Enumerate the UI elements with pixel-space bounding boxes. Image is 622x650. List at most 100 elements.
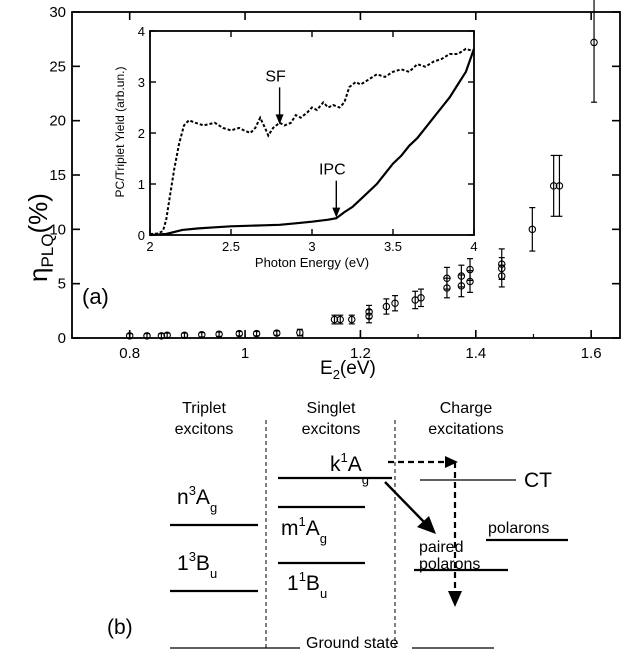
point-marker	[296, 328, 304, 337]
inset-y-tick-label: 2	[138, 126, 145, 141]
data-point	[348, 314, 356, 325]
inset-y-tick-label: 4	[138, 24, 145, 39]
data-point	[382, 298, 391, 315]
point-marker	[528, 225, 537, 234]
column-header-triplet-2: excitons	[175, 421, 234, 438]
data-point	[163, 331, 171, 340]
data-point	[497, 248, 506, 280]
inset-y-tick-label: 3	[138, 75, 145, 90]
point-marker	[590, 38, 598, 47]
panel-label-b: (b)	[107, 616, 133, 639]
main-y-tick-label: 30	[49, 4, 66, 21]
column-header-singlet-2: excitons	[302, 421, 361, 438]
data-point	[466, 258, 474, 282]
point-marker	[215, 330, 223, 338]
data-point	[157, 332, 166, 340]
data-point	[252, 329, 261, 338]
data-point	[391, 295, 399, 312]
main-y-axis-label: ηPLQ(%)	[23, 193, 57, 282]
inset-y-axis-label: PC/Triplet Yield (arb.un.)	[113, 67, 127, 198]
point-marker	[143, 332, 151, 340]
point-marker	[157, 332, 166, 340]
inset-y-tick-label: 1	[138, 177, 145, 192]
main-x-tick-label: 1.6	[581, 345, 602, 362]
inset-y-tick-label: 0	[138, 228, 145, 243]
energy-diagram: Triplet excitons Singlet excitons Charge…	[107, 400, 568, 650]
main-x-tick-label: 1.2	[350, 345, 371, 362]
main-x-axis-label: E2(eV)	[320, 358, 376, 382]
main-data-points	[125, 0, 598, 340]
data-point	[180, 331, 189, 340]
data-point	[365, 304, 373, 320]
inset-x-tick-label: 3	[308, 239, 315, 254]
data-point	[198, 330, 206, 339]
arrow-k1Ag-to-paired	[384, 481, 425, 523]
panel-label-a: (a)	[82, 284, 109, 309]
point-marker	[273, 329, 281, 337]
data-point	[590, 0, 598, 103]
point-marker	[365, 308, 373, 316]
label-paired: paired	[419, 539, 463, 556]
column-header-charge: Charge	[440, 400, 493, 417]
main-y-tick-label: 0	[58, 330, 66, 347]
point-marker	[457, 272, 466, 280]
inset-x-ticks: 2 2.5 3 3.5 4	[146, 31, 478, 254]
data-point	[528, 207, 537, 252]
point-marker	[125, 332, 134, 340]
label-ct: CT	[524, 469, 552, 492]
inset-x-axis-label: Photon Energy (eV)	[255, 255, 369, 270]
inset-x-tick-label: 2	[146, 239, 153, 254]
data-point	[330, 314, 339, 325]
point-marker	[555, 182, 564, 190]
label-m1Ag: m1Ag	[281, 514, 327, 546]
annotation-arrow-head	[275, 114, 284, 125]
data-point	[336, 314, 344, 325]
data-point	[296, 328, 304, 337]
data-point	[417, 288, 425, 308]
label-paired-polarons: polarons	[419, 556, 480, 573]
point-marker	[443, 274, 451, 282]
inset-y-ticks: 0 1 2 3 4	[138, 24, 474, 243]
data-point	[457, 264, 466, 288]
point-marker	[163, 331, 171, 340]
point-marker	[382, 302, 391, 311]
data-point	[549, 154, 558, 217]
label-polarons: polarons	[488, 520, 549, 537]
inset-x-tick-label: 2.5	[222, 239, 240, 254]
main-x-tick-label: 0.8	[119, 345, 140, 362]
point-marker	[348, 315, 356, 324]
data-point	[411, 290, 419, 310]
label-11Bu: 11Bu	[287, 569, 327, 601]
inset-series-solid	[149, 48, 476, 237]
label-n3Ag: n3Ag	[177, 483, 217, 515]
point-marker	[198, 330, 206, 339]
label-13Bu: 13Bu	[177, 549, 217, 581]
main-y-tick-label: 5	[58, 276, 66, 293]
column-header-triplet: Triplet	[182, 400, 226, 417]
data-point	[215, 330, 223, 338]
main-x-tick-label: 1.4	[465, 345, 486, 362]
data-point	[555, 154, 564, 217]
arrow-k1Ag-to-ct-head	[445, 456, 458, 468]
data-point	[443, 266, 451, 290]
column-header-singlet: Singlet	[307, 400, 356, 417]
arrow-k1Ag-to-paired-head	[417, 516, 436, 534]
main-y-tick-label: 10	[49, 221, 66, 238]
label-k1Ag: k1Ag	[330, 450, 369, 487]
point-marker	[180, 331, 189, 340]
inset-series-dashed	[149, 47, 475, 235]
column-header-charge-2: excitations	[428, 421, 504, 438]
main-y-tick-label: 15	[49, 167, 66, 184]
main-y-tick-label: 25	[49, 58, 66, 75]
point-marker	[549, 182, 558, 190]
point-marker	[330, 315, 339, 324]
arrow-ct-to-paired-head	[448, 591, 462, 607]
label-ground-state: Ground state	[306, 635, 399, 650]
point-marker	[466, 265, 474, 274]
data-point	[235, 329, 244, 338]
point-marker	[336, 315, 344, 324]
main-x-tick-label: 1	[241, 345, 249, 362]
data-point	[143, 332, 151, 340]
